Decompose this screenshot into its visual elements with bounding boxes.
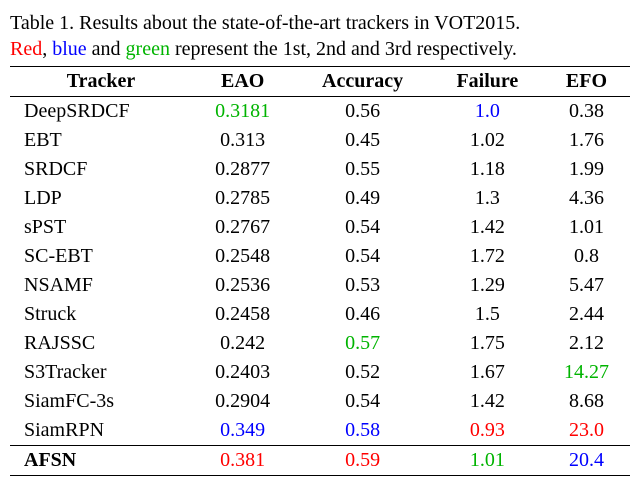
table-row: SC-EBT0.25480.541.720.8 [10, 242, 630, 271]
cell-eao: 0.381 [192, 446, 293, 476]
cell-failure: 1.29 [432, 271, 543, 300]
table-caption: Table 1. Results about the state-of-the-… [10, 10, 630, 62]
caption-red: Red [10, 38, 42, 60]
caption-sep2: and [87, 38, 126, 60]
cell-accuracy: 0.52 [293, 358, 432, 387]
cell-eao: 0.2904 [192, 387, 293, 416]
caption-line1: Table 1. Results about the state-of-the-… [10, 12, 520, 34]
header-failure: Failure [432, 67, 543, 97]
cell-efo: 1.01 [543, 213, 630, 242]
header-efo: EFO [543, 67, 630, 97]
cell-failure: 1.02 [432, 126, 543, 155]
cell-efo: 23.0 [543, 416, 630, 446]
table-row: AFSN0.3810.591.0120.4 [10, 446, 630, 476]
table-row: SRDCF0.28770.551.181.99 [10, 155, 630, 184]
cell-tracker: SiamFC-3s [10, 387, 192, 416]
header-accuracy: Accuracy [293, 67, 432, 97]
table-row: DeepSRDCF0.31810.561.00.38 [10, 97, 630, 127]
cell-accuracy: 0.53 [293, 271, 432, 300]
cell-efo: 1.99 [543, 155, 630, 184]
table-body: DeepSRDCF0.31810.561.00.38EBT0.3130.451.… [10, 97, 630, 476]
cell-eao: 0.2458 [192, 300, 293, 329]
cell-eao: 0.242 [192, 329, 293, 358]
table-header-row: Tracker EAO Accuracy Failure EFO [10, 67, 630, 97]
cell-eao: 0.2767 [192, 213, 293, 242]
cell-tracker: AFSN [10, 446, 192, 476]
results-table: Tracker EAO Accuracy Failure EFO DeepSRD… [10, 66, 630, 476]
cell-eao: 0.2403 [192, 358, 293, 387]
cell-accuracy: 0.55 [293, 155, 432, 184]
cell-failure: 1.0 [432, 97, 543, 127]
cell-efo: 1.76 [543, 126, 630, 155]
table-row: SiamFC-3s0.29040.541.428.68 [10, 387, 630, 416]
table-row: sPST0.27670.541.421.01 [10, 213, 630, 242]
cell-accuracy: 0.54 [293, 213, 432, 242]
table-row: NSAMF0.25360.531.295.47 [10, 271, 630, 300]
cell-accuracy: 0.54 [293, 242, 432, 271]
cell-failure: 1.01 [432, 446, 543, 476]
cell-failure: 1.18 [432, 155, 543, 184]
table-row: SiamRPN0.3490.580.9323.0 [10, 416, 630, 446]
header-tracker: Tracker [10, 67, 192, 97]
cell-accuracy: 0.54 [293, 387, 432, 416]
cell-eao: 0.3181 [192, 97, 293, 127]
cell-accuracy: 0.58 [293, 416, 432, 446]
cell-eao: 0.2536 [192, 271, 293, 300]
cell-accuracy: 0.57 [293, 329, 432, 358]
table-row: RAJSSC0.2420.571.752.12 [10, 329, 630, 358]
cell-accuracy: 0.56 [293, 97, 432, 127]
cell-eao: 0.2877 [192, 155, 293, 184]
cell-eao: 0.313 [192, 126, 293, 155]
cell-accuracy: 0.46 [293, 300, 432, 329]
cell-failure: 1.72 [432, 242, 543, 271]
cell-tracker: LDP [10, 184, 192, 213]
cell-tracker: Struck [10, 300, 192, 329]
cell-failure: 1.75 [432, 329, 543, 358]
cell-tracker: DeepSRDCF [10, 97, 192, 127]
cell-failure: 1.5 [432, 300, 543, 329]
cell-failure: 1.3 [432, 184, 543, 213]
cell-tracker: S3Tracker [10, 358, 192, 387]
cell-accuracy: 0.49 [293, 184, 432, 213]
caption-rest: represent the 1st, 2nd and 3rd respectiv… [170, 38, 517, 60]
table-row: EBT0.3130.451.021.76 [10, 126, 630, 155]
cell-tracker: SiamRPN [10, 416, 192, 446]
cell-efo: 20.4 [543, 446, 630, 476]
cell-tracker: SC-EBT [10, 242, 192, 271]
header-eao: EAO [192, 67, 293, 97]
cell-tracker: SRDCF [10, 155, 192, 184]
cell-failure: 1.67 [432, 358, 543, 387]
cell-tracker: RAJSSC [10, 329, 192, 358]
cell-efo: 8.68 [543, 387, 630, 416]
table-row: Struck0.24580.461.52.44 [10, 300, 630, 329]
cell-efo: 4.36 [543, 184, 630, 213]
cell-tracker: EBT [10, 126, 192, 155]
cell-accuracy: 0.45 [293, 126, 432, 155]
cell-efo: 2.12 [543, 329, 630, 358]
cell-efo: 0.8 [543, 242, 630, 271]
cell-eao: 0.349 [192, 416, 293, 446]
cell-eao: 0.2548 [192, 242, 293, 271]
caption-sep1: , [42, 38, 52, 60]
caption-blue: blue [52, 38, 86, 60]
cell-failure: 1.42 [432, 387, 543, 416]
cell-failure: 1.42 [432, 213, 543, 242]
caption-green: green [126, 38, 170, 60]
cell-efo: 5.47 [543, 271, 630, 300]
table-row: S3Tracker0.24030.521.6714.27 [10, 358, 630, 387]
cell-efo: 2.44 [543, 300, 630, 329]
cell-tracker: sPST [10, 213, 192, 242]
cell-efo: 0.38 [543, 97, 630, 127]
cell-accuracy: 0.59 [293, 446, 432, 476]
table-row: LDP0.27850.491.34.36 [10, 184, 630, 213]
cell-failure: 0.93 [432, 416, 543, 446]
cell-efo: 14.27 [543, 358, 630, 387]
cell-tracker: NSAMF [10, 271, 192, 300]
cell-eao: 0.2785 [192, 184, 293, 213]
